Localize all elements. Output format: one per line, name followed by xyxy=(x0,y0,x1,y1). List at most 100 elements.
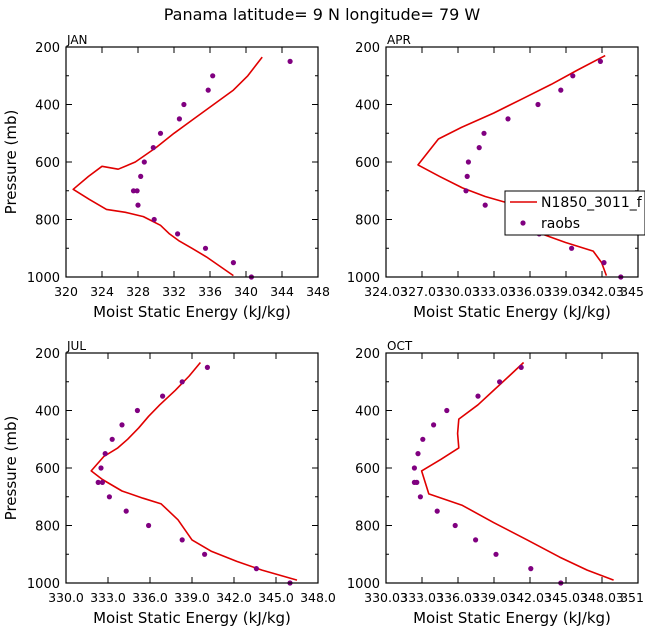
legend: N1850_3011_f raobs xyxy=(504,190,645,236)
obs-point xyxy=(134,407,140,414)
x-tick-label: 344 xyxy=(270,284,294,299)
obs-point xyxy=(119,422,125,428)
obs-point xyxy=(476,145,482,151)
panel-label: JAN xyxy=(66,33,88,47)
obs-point xyxy=(481,130,487,136)
obs-point xyxy=(434,508,440,514)
y-tick-label: 1000 xyxy=(347,577,380,592)
x-tick-label: 332 xyxy=(162,284,186,299)
model-line-apr xyxy=(417,54,608,276)
x-tick-label: 333.0 xyxy=(90,590,126,605)
x-tick-label: 342.03 xyxy=(580,284,624,299)
x-tick-label: 336 xyxy=(198,284,222,299)
y-tick-label: 400 xyxy=(355,405,380,420)
obs-point xyxy=(157,130,164,136)
obs-point xyxy=(230,260,236,266)
x-tick-label: 345.03 xyxy=(544,590,588,605)
obs-point xyxy=(420,436,426,442)
plot-frame xyxy=(65,46,319,278)
obs-point xyxy=(597,58,604,64)
x-tick-label: 330.0 xyxy=(48,590,84,605)
y-tick-label: 200 xyxy=(355,41,380,56)
x-tick-label: 324 xyxy=(90,284,114,299)
y-tick-label: 800 xyxy=(355,214,380,229)
panel-oct: 330.03333.03336.03339.03342.03345.03348.… xyxy=(347,339,645,627)
x-tick-label: 348.03 xyxy=(580,590,624,605)
plot-frame xyxy=(65,352,319,584)
y-tick-label: 800 xyxy=(35,214,60,229)
x-tick-label: 327.03 xyxy=(400,284,444,299)
y-tick-label: 600 xyxy=(35,462,60,477)
obs-point xyxy=(102,451,108,457)
y-tick-label: 200 xyxy=(35,347,60,362)
obs-point xyxy=(535,101,541,108)
obs-point xyxy=(558,87,564,93)
panel-label: OCT xyxy=(387,339,413,353)
obs-point xyxy=(473,537,479,543)
y-tick-label: 600 xyxy=(355,462,380,477)
x-tick-label: 342.0 xyxy=(216,590,252,605)
obs-point xyxy=(175,231,181,237)
panel-apr: 324.03327.03330.03333.03336.03339.03342.… xyxy=(347,33,645,321)
obs-point xyxy=(176,116,182,122)
x-axis-label: Moist Static Energy (kJ/kg) xyxy=(93,609,291,627)
obs-point xyxy=(569,245,575,251)
x-tick-label: 351.0 xyxy=(620,590,645,605)
obs-point xyxy=(146,522,152,529)
x-axis-label: Moist Static Energy (kJ/kg) xyxy=(93,303,291,321)
obs-point xyxy=(475,393,481,399)
legend-box xyxy=(504,190,645,236)
x-tick-label: 345.0 xyxy=(258,590,294,605)
obs-point xyxy=(150,145,156,151)
x-tick-label: 339.03 xyxy=(472,590,516,605)
obs-point xyxy=(141,159,147,165)
obs-point xyxy=(95,479,101,485)
x-axis-label: Moist Static Energy (kJ/kg) xyxy=(413,609,611,627)
obs-point xyxy=(98,465,104,471)
y-tick-label: 200 xyxy=(35,41,60,56)
y-tick-label: 200 xyxy=(355,347,380,362)
obs-point xyxy=(482,202,488,208)
y-tick-label: 800 xyxy=(355,520,380,535)
model-line-jan xyxy=(72,56,263,277)
obs-point xyxy=(181,101,187,108)
x-tick-label: 330.03 xyxy=(364,590,408,605)
y-tick-label: 600 xyxy=(355,156,380,171)
obs-point xyxy=(253,566,259,572)
obs-point xyxy=(210,73,216,79)
obs-point xyxy=(493,551,499,557)
panel-label: APR xyxy=(387,33,411,47)
legend-model-label: N1850_3011_f xyxy=(541,195,643,211)
x-tick-label: 320 xyxy=(54,284,78,299)
x-tick-label: 345.0 xyxy=(620,284,645,299)
x-tick-label: 330.03 xyxy=(436,284,480,299)
obs-point xyxy=(287,58,293,64)
obs-point xyxy=(528,566,534,572)
obs-point xyxy=(452,522,458,529)
x-tick-label: 348 xyxy=(306,284,330,299)
obs-point xyxy=(106,494,112,500)
x-tick-label: 339.0 xyxy=(174,590,210,605)
figure-title: Panama latitude= 9 N longitude= 79 W xyxy=(164,5,481,24)
obs-point xyxy=(417,494,423,500)
obs-point xyxy=(123,508,129,514)
y-tick-label: 400 xyxy=(355,99,380,114)
x-axis-label: Moist Static Energy (kJ/kg) xyxy=(413,303,611,321)
model-line-oct xyxy=(420,361,614,581)
obs-point xyxy=(202,245,209,251)
obs-point xyxy=(505,116,511,122)
y-tick-label: 600 xyxy=(35,156,60,171)
y-tick-label: 400 xyxy=(35,99,60,114)
x-tick-label: 333.03 xyxy=(400,590,444,605)
obs-point xyxy=(464,173,470,179)
obs-point xyxy=(463,188,469,194)
model-line-jul xyxy=(90,361,298,581)
obs-point xyxy=(160,393,166,399)
obs-point xyxy=(179,379,185,385)
y-axis-label: Pressure (mb) xyxy=(2,110,20,215)
obs-point xyxy=(138,173,144,179)
x-tick-label: 336.0 xyxy=(132,590,168,605)
obs-point xyxy=(202,551,208,557)
plot-frame xyxy=(385,46,639,278)
